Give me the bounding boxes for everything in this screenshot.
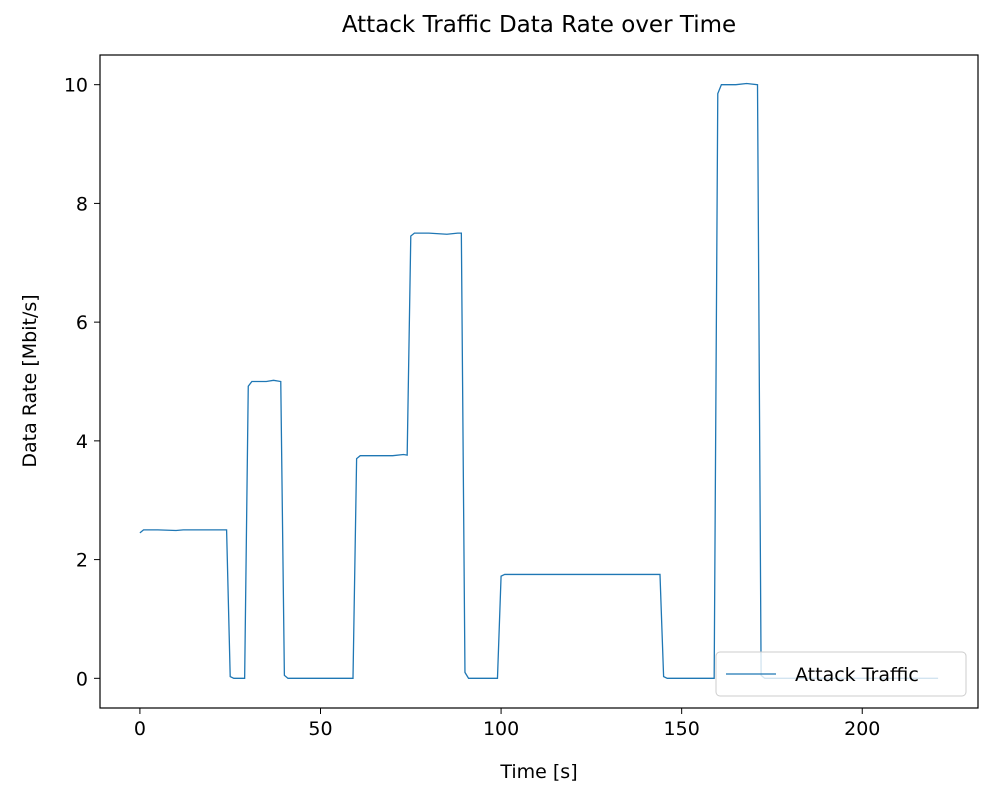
x-tick-label: 50: [308, 718, 332, 740]
y-tick-label: 0: [76, 668, 88, 690]
data-line: [139, 82, 939, 679]
x-axis-label: Time [s]: [499, 761, 577, 783]
y-tick-label: 4: [76, 431, 88, 453]
legend-box: [715, 651, 967, 697]
y-tick-label: 10: [64, 75, 88, 97]
x-tick-label: 0: [134, 718, 146, 740]
x-tick-label: 200: [844, 718, 880, 740]
x-tick-label: 100: [483, 718, 519, 740]
y-tick-label: 6: [76, 312, 88, 334]
y-tick-label: 2: [76, 550, 88, 572]
y-tick-label: 8: [76, 193, 88, 215]
plot-frame: [99, 54, 979, 709]
chart-title: Attack Traffic Data Rate over Time: [342, 12, 736, 38]
x-tick-label: 150: [664, 718, 700, 740]
y-axis-label: Data Rate [Mbit/s]: [19, 294, 41, 467]
legend-label: Attack Traffic: [795, 664, 919, 686]
